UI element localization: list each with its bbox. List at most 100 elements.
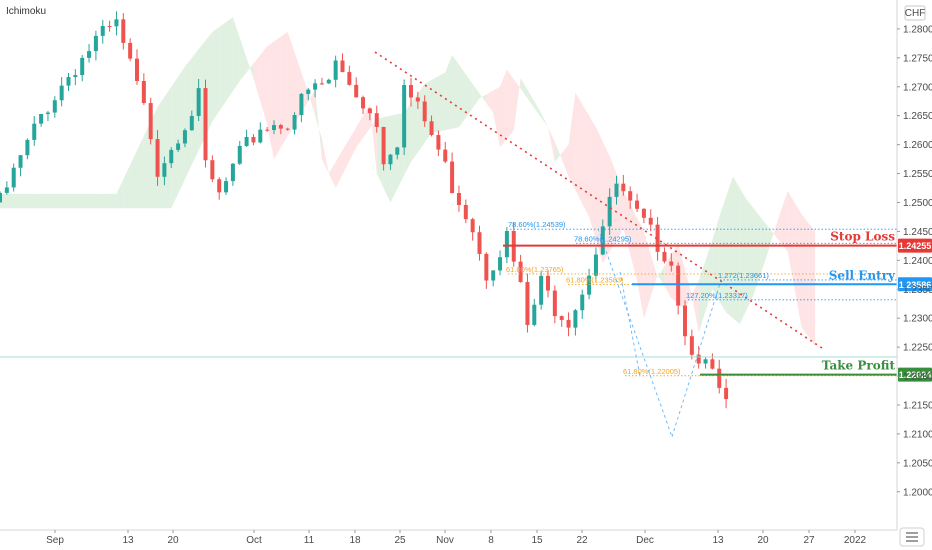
cloud-segment xyxy=(774,211,781,243)
candle xyxy=(32,116,37,146)
candle xyxy=(580,289,585,319)
cloud-segment xyxy=(253,54,261,102)
cloud-segment xyxy=(589,115,596,241)
candle xyxy=(573,308,578,336)
candle-body xyxy=(66,77,71,86)
cloud-segment xyxy=(753,208,761,296)
candle xyxy=(470,217,475,241)
candle xyxy=(128,38,133,62)
cloud-segment xyxy=(137,135,144,209)
candle-body xyxy=(724,387,729,400)
candle-body xyxy=(73,75,78,78)
y-tick-label: 1.27000 xyxy=(903,82,932,93)
indicator-label: Ichimoku xyxy=(6,6,46,17)
cloud-segment xyxy=(493,86,501,148)
cloud-segment xyxy=(82,193,90,209)
cloud-segment xyxy=(685,269,692,310)
candle-body xyxy=(484,253,489,281)
candle xyxy=(176,139,181,153)
y-tick-label: 1.24500 xyxy=(903,227,932,238)
candle-body xyxy=(641,208,646,218)
candle-body xyxy=(621,183,626,192)
candle xyxy=(326,78,331,85)
candle-body xyxy=(11,167,16,188)
candle xyxy=(347,65,352,86)
y-tick-label: 1.20500 xyxy=(903,458,932,469)
candle xyxy=(367,107,372,121)
candle-body xyxy=(272,125,276,131)
candle-body xyxy=(265,129,270,131)
candle-body xyxy=(340,60,345,73)
candle xyxy=(285,127,290,131)
candle-body xyxy=(655,224,660,252)
candle-body xyxy=(251,136,256,143)
candle-body xyxy=(176,143,181,150)
candle xyxy=(18,154,23,177)
cloud-segment xyxy=(75,193,83,209)
candle-body xyxy=(402,85,407,148)
cloud-segment xyxy=(568,92,576,190)
cloud-segment xyxy=(390,114,398,203)
level-label: Stop Loss xyxy=(830,230,895,244)
cloud-segment xyxy=(123,164,131,209)
candle-body xyxy=(546,275,550,291)
x-tick-label: 27 xyxy=(803,535,815,546)
candle xyxy=(614,175,619,205)
candle xyxy=(272,120,276,135)
candle-body xyxy=(422,101,427,122)
fib-label: 127.20%(1.23317) xyxy=(686,291,748,300)
cloud-segment xyxy=(6,193,14,209)
candle xyxy=(648,209,653,232)
candle-body xyxy=(689,336,694,355)
currency-label: CHF xyxy=(905,8,926,19)
cloud-segment xyxy=(513,78,521,131)
cloud-segment xyxy=(630,204,638,281)
y-tick-label: 1.26000 xyxy=(903,140,932,151)
candle-body xyxy=(114,19,119,27)
candle-body xyxy=(39,113,44,124)
cloud-segment xyxy=(780,190,788,252)
x-tick-label: 8 xyxy=(488,535,494,546)
cloud-segment xyxy=(479,93,487,104)
candle-body xyxy=(18,155,23,168)
candle xyxy=(710,353,715,370)
candle xyxy=(100,19,105,44)
cloud-segment xyxy=(27,193,35,209)
cloud-segment xyxy=(445,54,453,131)
candle-body xyxy=(258,129,263,143)
candle xyxy=(676,262,681,315)
x-tick-label: 20 xyxy=(167,535,179,546)
candle xyxy=(333,55,338,88)
candle-body xyxy=(333,60,338,80)
cloud-segment xyxy=(178,66,185,194)
candle-body xyxy=(683,305,687,337)
cloud-segment xyxy=(637,217,644,319)
candle xyxy=(0,191,2,203)
candle xyxy=(450,152,455,194)
settings-icon[interactable] xyxy=(899,527,925,547)
price-badge-bg xyxy=(898,277,932,292)
cloud-segment xyxy=(356,115,364,148)
candle xyxy=(628,186,633,209)
candle-body xyxy=(87,51,92,58)
y-tick-label: 1.22500 xyxy=(903,343,932,354)
candle-body xyxy=(361,97,366,109)
cloud-segment xyxy=(61,193,69,209)
candle xyxy=(552,285,557,324)
candle-body xyxy=(189,115,194,131)
chart-overlays: 78.60%(1.24539) 78.60%(1.24295) 61.80%(1.2… xyxy=(0,51,932,437)
candle-body xyxy=(566,319,571,328)
cloud-segment xyxy=(698,260,706,333)
x-tick-label: Nov xyxy=(436,535,454,546)
candle-body xyxy=(278,125,283,129)
candle-body xyxy=(203,88,208,161)
candle-body xyxy=(148,103,153,140)
candle-body xyxy=(374,113,379,127)
candle xyxy=(135,49,139,85)
currency-badge[interactable]: CHF xyxy=(904,5,926,21)
candle-body xyxy=(648,217,653,225)
candle xyxy=(402,79,407,156)
fib-label: 61.80%(1.23583) xyxy=(566,275,624,284)
cloud-segment xyxy=(534,101,542,118)
